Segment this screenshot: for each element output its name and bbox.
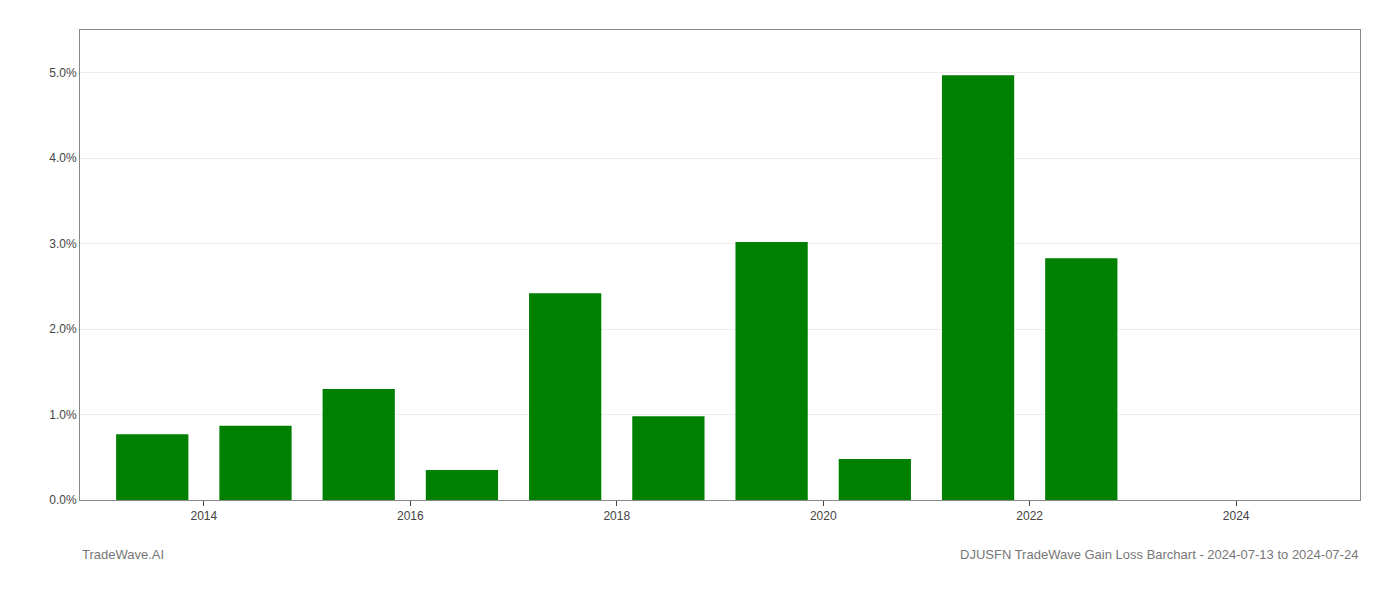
svg-text:4.0%: 4.0%: [49, 151, 77, 165]
svg-text:DJUSFN TradeWave Gain Loss Bar: DJUSFN TradeWave Gain Loss Barchart - 20…: [960, 547, 1358, 562]
svg-text:2014: 2014: [191, 509, 218, 523]
svg-text:2024: 2024: [1223, 509, 1250, 523]
svg-text:1.0%: 1.0%: [49, 408, 77, 422]
svg-text:2016: 2016: [397, 509, 424, 523]
svg-text:2020: 2020: [810, 509, 837, 523]
svg-text:0.0%: 0.0%: [49, 493, 77, 507]
svg-text:2.0%: 2.0%: [49, 322, 77, 336]
svg-text:2018: 2018: [603, 509, 630, 523]
svg-text:TradeWave.AI: TradeWave.AI: [82, 547, 164, 562]
svg-text:3.0%: 3.0%: [49, 237, 77, 251]
svg-text:2022: 2022: [1016, 509, 1043, 523]
svg-text:5.0%: 5.0%: [49, 66, 77, 80]
